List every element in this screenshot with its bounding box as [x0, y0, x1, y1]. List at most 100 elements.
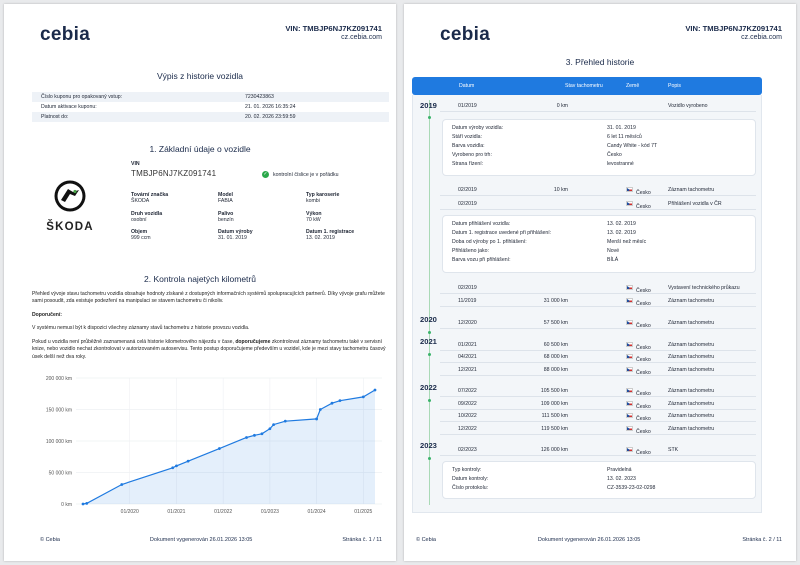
mileage-point: [175, 464, 178, 468]
card-value: Česko: [607, 152, 622, 158]
card-label: Strana řízení:: [452, 161, 484, 167]
event-country: Česko: [626, 426, 651, 435]
event-odometer: 68 000 km: [543, 354, 568, 360]
event-description: Vystavení technického průkazu: [668, 285, 740, 291]
event-country-name: Česko: [636, 345, 651, 351]
card-label: Přihlášeno jako:: [452, 248, 489, 254]
mileage-point: [218, 447, 221, 450]
event-country: Česko: [626, 342, 651, 351]
card-label: Datum výroby vozidla:: [452, 125, 504, 131]
card-value: BÍLÁ: [607, 257, 619, 263]
year-label: 2022: [420, 383, 437, 392]
card-value: levostranné: [607, 161, 634, 167]
detail-label: Palivo: [218, 211, 234, 217]
coupon-label: Platnost do:: [41, 114, 69, 120]
event-date: 12/2020: [458, 320, 477, 326]
header-site-link[interactable]: cz.cebia.com: [741, 34, 782, 41]
detail-label: Druh vozidla: [131, 211, 163, 217]
event-odometer: 126 000 km: [540, 447, 568, 453]
event-country: Česko: [626, 447, 651, 456]
event-date: 12/2021: [458, 367, 477, 373]
skoda-wordmark: ŠKODA: [46, 221, 94, 233]
coupon-table: Číslo kuponu pro opakovaný vstup: 723042…: [32, 92, 389, 122]
detail-value: osobní: [131, 217, 147, 223]
x-tick-label: 01/2024: [308, 509, 326, 515]
event-country: Česko: [626, 354, 651, 363]
history-title: 3. Přehled historie: [565, 57, 635, 67]
mileage-point: [283, 419, 287, 423]
event-odometer: 105 500 km: [540, 388, 568, 394]
timeline-line: [429, 100, 430, 505]
card-label: Datum 1. registrace uvedené při přihláše…: [452, 230, 552, 236]
page-header-info: VIN: TMBJP6NJ7KZ091741 cz.cebia.com: [285, 24, 382, 41]
mileage-point: [171, 466, 175, 470]
detail-value: 13. 02. 2019: [306, 235, 335, 241]
mileage-point: [186, 459, 190, 463]
event-description: STK: [668, 447, 679, 453]
card-label: Datum přihlášení vozidla:: [452, 221, 511, 227]
check-icon: ✓: [262, 171, 269, 178]
event-date: 02/2019: [458, 201, 477, 207]
event-odometer: 109 000 km: [540, 401, 568, 407]
event-country: Česko: [626, 298, 651, 307]
event-date: 02/2023: [458, 447, 477, 453]
event-country: Česko: [626, 187, 651, 196]
coupon-row: Číslo kuponu pro opakovaný vstup: 723042…: [32, 92, 389, 102]
mileage-point: [81, 502, 85, 506]
history-event: 11/2019 31 000 km Česko Záznam tachometr…: [440, 295, 756, 307]
header-vin: VIN: TMBJP6NJ7KZ091741: [685, 24, 782, 33]
event-odometer: 119 500 km: [541, 426, 568, 432]
event-odometer: 0 km: [556, 103, 568, 109]
header-site-link[interactable]: cz.cebia.com: [341, 34, 382, 41]
event-description: Přihlášení vozidla v ČR: [668, 201, 722, 207]
event-odometer: 88 000 km: [543, 367, 568, 373]
y-tick-label: 100 000 km: [46, 439, 72, 445]
event-country-name: Česko: [636, 416, 651, 422]
history-event: 01/2019 0 km Vozidlo vyrobeno: [440, 100, 756, 112]
mileage-point: [85, 501, 89, 505]
event-description: Záznam tachometru: [668, 320, 715, 326]
cebia-logo: cebia: [440, 24, 491, 45]
detail-first-registration: Datum 1. registrace 13. 02. 2019: [306, 229, 392, 241]
czech-flag-icon: [626, 413, 633, 418]
production-info-card: Datum výroby vozidla: 31. 01. 2019 Stáří …: [442, 119, 756, 176]
x-tick-label: 01/2021: [167, 509, 185, 515]
event-date: 02/2019: [458, 285, 477, 291]
czech-flag-icon: [626, 187, 633, 192]
detail-label: Tovární značka: [131, 192, 169, 198]
coupon-value: 20. 02. 2026 23:59:59: [245, 114, 296, 120]
page-header-info: VIN: TMBJP6NJ7KZ091741 cz.cebia.com: [685, 24, 782, 41]
mileage-intro-text: Přehled vývoje stavu tachometru vozidla …: [32, 291, 385, 305]
mileage-point: [315, 417, 318, 421]
coupon-row: Datum aktivace kuponu: 21. 01. 2026 16:3…: [32, 102, 389, 112]
event-country: Česko: [626, 413, 651, 422]
czech-flag-icon: [626, 285, 633, 290]
history-table-header: Datum Stav tachometru Země Popis: [412, 77, 762, 95]
mileage-point: [268, 427, 272, 431]
event-odometer: 10 km: [553, 187, 568, 193]
page-title: Výpis z historie vozidla: [157, 71, 243, 81]
event-description: Záznam tachometru: [668, 401, 715, 407]
history-event: 02/2019 Česko Vystavení technického průk…: [440, 282, 756, 294]
event-odometer: 111 500 km: [541, 413, 568, 419]
detail-value: kombi: [306, 198, 320, 204]
mileage-point: [373, 388, 377, 392]
card-label: Doba od výroby po 1. přihlášení:: [452, 239, 527, 245]
col-description: Popis: [668, 83, 681, 89]
vin-block: VIN TMBJP6NJ7KZ091741 ✓ kontrolní číslic…: [131, 161, 391, 178]
czech-flag-icon: [626, 201, 633, 206]
detail-value: ŠKODA: [131, 198, 150, 204]
event-country: Česko: [626, 388, 651, 397]
mileage-area: [83, 390, 375, 504]
detail-fuel: Palivo benzín: [218, 211, 304, 223]
y-tick-label: 150 000 km: [46, 407, 72, 413]
page-footer: © Cebia Dokument vygenerován 26.01.2026 …: [40, 537, 382, 543]
y-tick-label: 50 000 km: [49, 470, 72, 476]
detail-value: 999 ccm: [131, 235, 151, 241]
event-description: Záznam tachometru: [668, 388, 715, 394]
coupon-label: Číslo kuponu pro opakovaný vstup:: [41, 94, 123, 100]
mileage-point: [318, 408, 322, 411]
recommendation-detail-part: Pokud u vozidla není průběžně zaznamenan…: [32, 339, 236, 345]
history-event: 02/2019 10 km Česko Záznam tachometru: [440, 184, 756, 196]
recommendation-label: Doporučení:: [32, 312, 62, 318]
